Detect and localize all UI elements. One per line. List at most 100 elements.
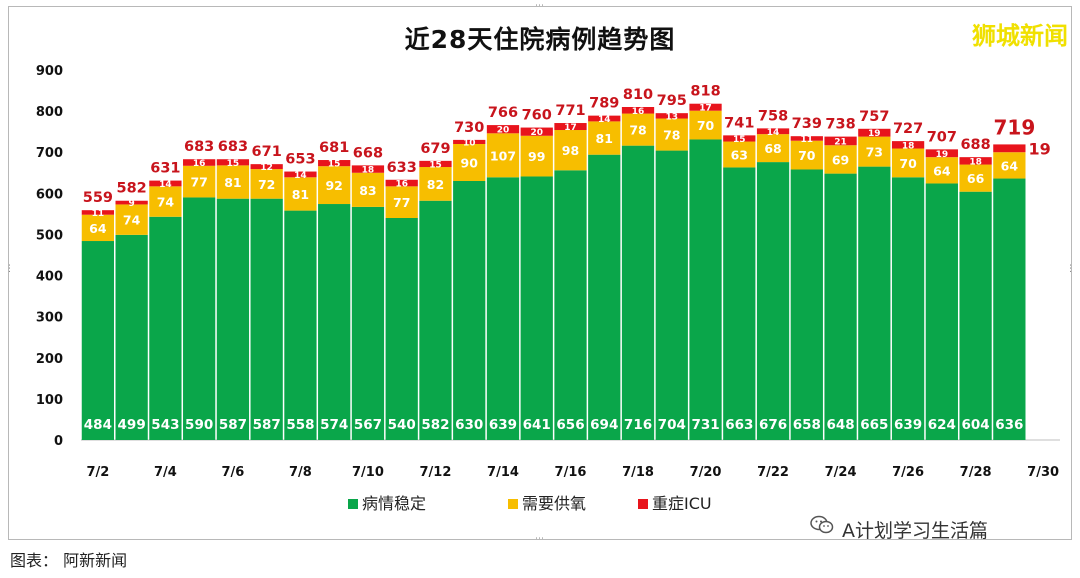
data-label-total: 683 <box>184 139 214 155</box>
bar-icu <box>554 123 587 131</box>
data-label-total: 810 <box>623 87 653 103</box>
bar-stable <box>790 169 823 440</box>
bar-icu <box>216 159 250 166</box>
y-tick-label: 100 <box>36 393 63 408</box>
data-label-icu: 17 <box>564 123 577 133</box>
bar-oxygen <box>554 130 587 171</box>
data-label-oxygen: 69 <box>832 152 849 167</box>
bar-icu <box>756 128 790 135</box>
data-label-stable: 694 <box>590 417 618 433</box>
x-tick-label: 7/30 <box>1027 465 1059 480</box>
x-tick-label: 7/12 <box>420 465 452 480</box>
bar-oxygen <box>621 113 655 146</box>
data-label-icu: 15 <box>227 159 240 169</box>
data-label-oxygen: 78 <box>629 123 646 138</box>
data-label-oxygen: 64 <box>1001 158 1019 173</box>
data-label-oxygen: 64 <box>933 163 951 178</box>
legend-label: 需要供氧 <box>522 494 586 513</box>
data-label-icu: 15 <box>429 160 442 170</box>
data-label-icu: 18 <box>969 157 982 167</box>
data-label-oxygen: 70 <box>697 118 715 133</box>
y-tick-label: 600 <box>36 187 63 202</box>
data-label-stable: 656 <box>556 417 584 433</box>
bar-stable <box>486 177 520 441</box>
bar-oxygen <box>250 169 283 199</box>
data-label-oxygen: 78 <box>663 128 680 143</box>
bar-icu <box>655 113 688 119</box>
x-tick-label: 7/20 <box>690 465 722 480</box>
bar-stable <box>385 218 418 440</box>
bar-stable <box>959 191 992 440</box>
bar-oxygen <box>351 172 385 207</box>
legend-swatch <box>348 499 358 509</box>
bar-icu <box>925 149 958 158</box>
bar-oxygen <box>655 118 688 151</box>
data-label-total: 818 <box>690 84 720 100</box>
y-tick-label: 900 <box>36 64 63 79</box>
data-label-total: 631 <box>150 161 180 177</box>
bar-icu <box>689 103 722 111</box>
bar-stable <box>453 181 486 440</box>
data-label-total: 653 <box>285 152 315 168</box>
y-tick-label: 0 <box>54 434 63 449</box>
data-label-stable: 663 <box>725 417 753 433</box>
data-label-icu: 21 <box>834 137 847 147</box>
y-tick-label: 300 <box>36 311 63 326</box>
bar-stable <box>723 167 756 440</box>
data-label-oxygen: 81 <box>292 187 309 202</box>
data-label-stable: 665 <box>860 417 888 433</box>
bar-icu <box>453 139 486 144</box>
data-label-icu: 14 <box>598 115 611 125</box>
resize-handle-left[interactable]: ⋮ <box>5 264 14 274</box>
data-label-stable: 636 <box>995 417 1023 433</box>
bar-stable <box>216 198 250 440</box>
data-label-total: 757 <box>859 109 889 125</box>
legend-swatch <box>638 499 648 509</box>
resize-handle-top[interactable]: ⋯ <box>535 1 544 11</box>
legend-label: 重症ICU <box>652 494 712 513</box>
x-tick-label: 7/26 <box>892 465 924 480</box>
bar-oxygen <box>149 186 182 217</box>
resize-handle-right[interactable]: ⋮ <box>1066 264 1075 274</box>
bar-icu <box>284 171 317 178</box>
data-label-stable: 676 <box>759 417 787 433</box>
bar-oxygen <box>183 165 216 198</box>
data-label-oxygen: 98 <box>562 143 579 158</box>
data-label-icu: 19 <box>868 129 881 139</box>
bar-oxygen <box>453 144 486 181</box>
data-label-total: 771 <box>555 103 585 119</box>
data-label-stable: 641 <box>523 417 551 433</box>
data-label-oxygen: 83 <box>359 183 376 198</box>
data-label-total: 738 <box>825 117 855 133</box>
bar-stable <box>419 200 452 440</box>
x-tick-label: 7/24 <box>825 465 857 480</box>
bar-oxygen <box>959 164 992 192</box>
data-label-total: 789 <box>589 96 619 112</box>
x-tick-label: 7/6 <box>221 465 244 480</box>
legend-swatch <box>508 499 518 509</box>
data-label-oxygen: 82 <box>427 177 444 192</box>
data-label-oxygen: 72 <box>258 177 275 192</box>
bar-oxygen <box>216 165 250 199</box>
bar-icu <box>486 125 520 134</box>
bar-oxygen <box>520 135 553 177</box>
brand-logo-text: 狮城新闻 <box>972 22 1068 50</box>
data-label-stable: 567 <box>354 417 382 433</box>
data-label-oxygen: 64 <box>89 221 107 236</box>
bar-oxygen <box>824 145 857 174</box>
data-label-icu: 14 <box>159 180 172 190</box>
data-label-total: 719 <box>993 115 1035 139</box>
bar-icu <box>115 200 148 205</box>
bar-stable <box>925 183 958 440</box>
bar-stable <box>858 166 891 440</box>
data-label-oxygen: 81 <box>596 131 613 146</box>
bar-stable <box>655 150 688 441</box>
data-label-stable: 658 <box>793 417 821 433</box>
data-label-total: 668 <box>353 145 383 161</box>
data-label-total: 795 <box>657 93 687 109</box>
data-label-oxygen: 63 <box>731 147 748 162</box>
resize-handle-bottom[interactable]: ⋯ <box>535 534 544 544</box>
bar-stable <box>318 204 351 440</box>
bar-oxygen <box>419 167 452 201</box>
